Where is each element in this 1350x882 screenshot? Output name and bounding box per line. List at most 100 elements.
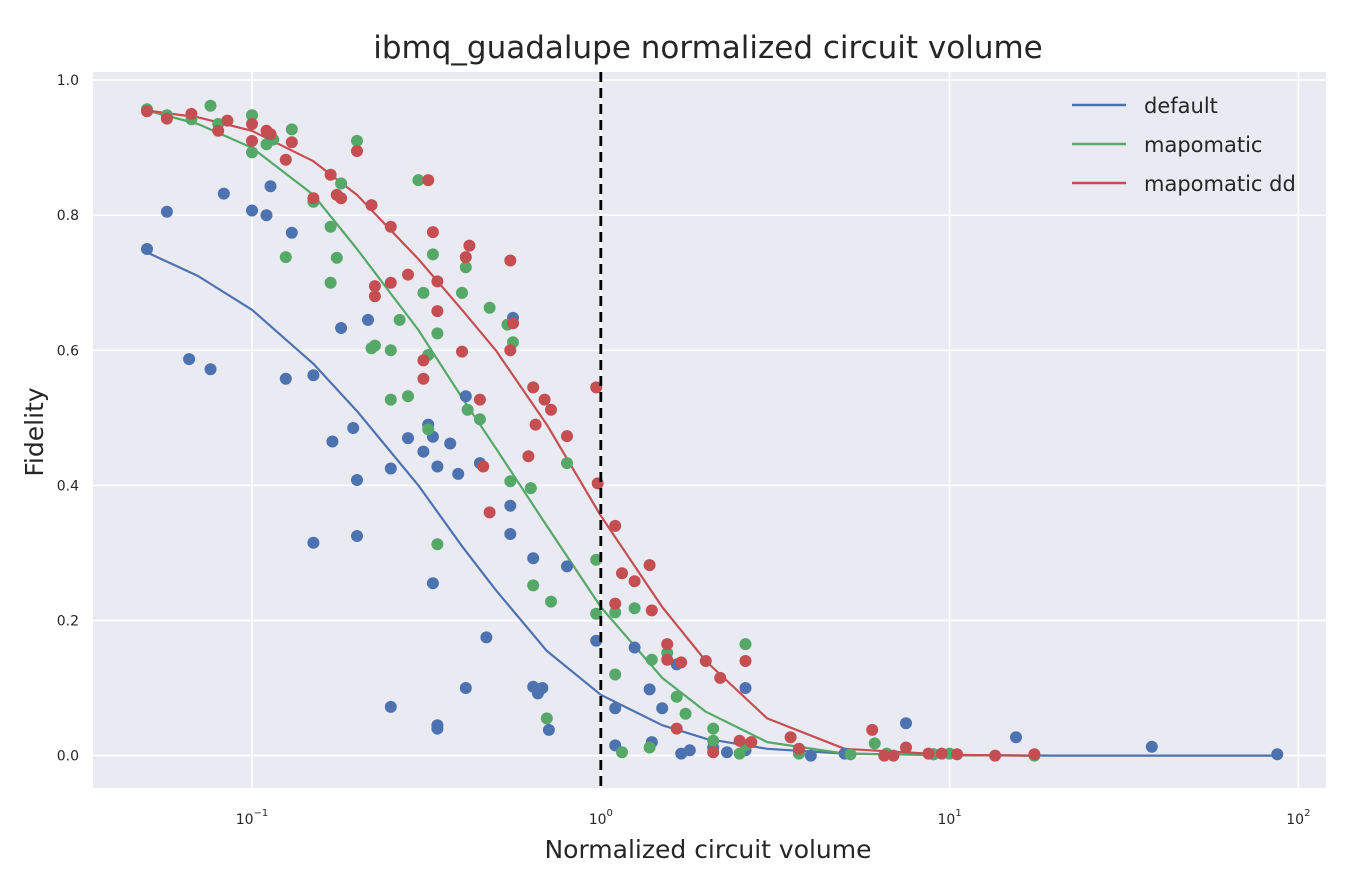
data-point	[307, 536, 320, 549]
data-point	[351, 134, 363, 147]
data-point	[426, 248, 439, 261]
data-point	[335, 322, 348, 334]
data-point	[1028, 748, 1041, 761]
legend-label: mapomatic dd	[1144, 172, 1296, 196]
data-point	[279, 153, 292, 166]
series-mapomatic-dd	[141, 105, 1041, 762]
data-point	[721, 746, 733, 759]
plot-area	[93, 72, 1326, 788]
legend: default mapomatic mapomatic dd	[1072, 94, 1296, 196]
data-point	[1010, 731, 1022, 744]
fit-curve-mapomatic	[146, 109, 1031, 757]
x-tick-label: 10−1	[236, 808, 269, 828]
legend-label: mapomatic	[1144, 133, 1262, 157]
data-point	[368, 339, 381, 352]
data-point	[707, 734, 720, 747]
data-point	[739, 682, 752, 694]
data-point	[285, 136, 298, 149]
data-point	[804, 749, 817, 762]
data-point	[527, 552, 540, 565]
data-point	[507, 317, 519, 330]
data-point	[444, 437, 457, 450]
data-point	[335, 192, 348, 205]
data-point	[483, 301, 496, 314]
chart-title: ibmq_guadalupe normalized circuit volume	[373, 30, 1043, 66]
data-point	[324, 276, 337, 289]
data-point	[1271, 748, 1284, 761]
data-point	[384, 220, 397, 233]
data-point	[459, 251, 472, 264]
data-point	[368, 280, 381, 293]
data-point	[645, 653, 658, 666]
data-point	[402, 268, 414, 281]
data-point	[335, 177, 348, 190]
data-point	[643, 741, 656, 754]
data-point	[527, 579, 540, 592]
data-point	[616, 567, 628, 580]
data-point	[609, 597, 622, 610]
data-point	[426, 226, 439, 239]
y-tick-label: 0.6	[57, 343, 79, 359]
x-axis-label: Normalized circuit volume	[544, 835, 871, 864]
data-point	[504, 499, 517, 512]
data-point	[365, 199, 378, 212]
data-point	[609, 606, 622, 619]
data-point	[217, 187, 230, 200]
data-point	[141, 105, 153, 118]
data-point	[590, 607, 603, 620]
data-point	[384, 344, 397, 357]
data-point	[459, 261, 472, 274]
data-point	[285, 123, 298, 136]
data-point	[246, 109, 258, 122]
data-point	[324, 220, 337, 233]
data-point	[480, 631, 493, 644]
data-point	[609, 668, 622, 681]
data-point	[326, 435, 339, 448]
data-point	[456, 345, 468, 358]
data-point	[456, 286, 468, 299]
data-point	[878, 749, 891, 762]
x-tick-label: 101	[937, 808, 961, 828]
data-point	[279, 251, 292, 264]
data-point	[643, 683, 656, 696]
data-point	[504, 528, 517, 540]
data-point	[542, 723, 555, 736]
data-point	[459, 682, 472, 694]
data-point	[351, 530, 363, 542]
data-point	[1145, 740, 1158, 753]
data-point	[645, 604, 658, 617]
data-point	[675, 656, 688, 669]
data-point	[504, 344, 517, 357]
y-tick-label: 0.8	[57, 208, 79, 224]
data-points	[141, 99, 1284, 762]
data-point	[522, 450, 535, 463]
data-point	[887, 749, 900, 762]
data-point	[714, 671, 727, 684]
x-tick-label: 102	[1286, 808, 1310, 828]
data-point	[422, 174, 435, 187]
data-point	[459, 390, 472, 403]
data-point	[866, 723, 879, 736]
data-point	[536, 682, 549, 694]
data-point	[431, 538, 444, 551]
data-point	[141, 243, 153, 255]
data-point	[538, 393, 551, 406]
x-tick-label: 100	[589, 808, 613, 828]
data-point	[561, 560, 573, 573]
data-point	[402, 390, 414, 403]
data-point	[307, 192, 320, 205]
data-point	[590, 634, 603, 647]
data-point	[246, 118, 258, 130]
data-point	[368, 290, 381, 303]
y-tick-label: 1.0	[57, 73, 79, 89]
data-point	[628, 575, 641, 588]
data-point	[477, 460, 490, 473]
data-point	[733, 734, 746, 747]
data-point	[739, 638, 752, 651]
data-point	[351, 145, 363, 157]
data-point	[529, 418, 542, 431]
data-point	[351, 474, 363, 486]
data-point	[402, 432, 414, 445]
data-point	[431, 327, 444, 340]
data-point	[426, 577, 439, 590]
